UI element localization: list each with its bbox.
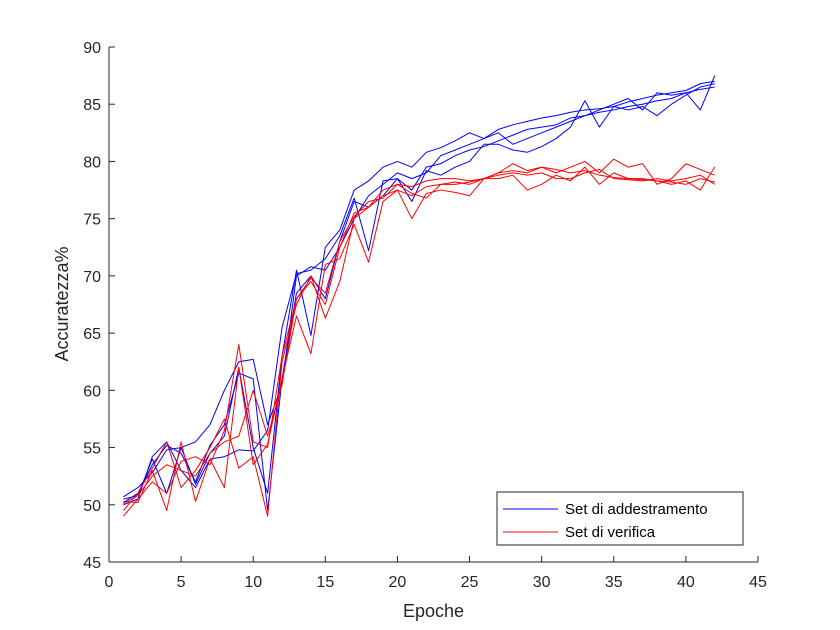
x-tick-label: 45 [749,574,767,591]
x-tick-label: 15 [316,574,334,591]
x-axis-title: Epoche [403,601,464,621]
y-tick-label: 55 [83,441,101,458]
x-tick-label: 25 [461,574,479,591]
legend-label-test: Set di verifica [565,524,656,541]
series-line-6 [123,166,716,511]
x-tick-label: 10 [244,574,262,591]
y-axis-title: Accuratezza% [52,246,72,361]
y-tick-label: 45 [83,555,101,572]
series-line-3 [123,75,716,498]
y-tick-label: 90 [83,40,101,57]
legend-box [496,491,744,546]
x-tick-label: 35 [605,574,623,591]
series-line-2 [123,86,715,511]
y-tick-label: 80 [83,154,101,171]
series-line-4 [123,83,715,506]
x-tick-label: 30 [533,574,551,591]
legend: Set di addestramento Set di verifica [496,491,744,546]
series-line-5 [123,166,715,517]
series-line-1 [123,80,715,500]
x-tick-label: 20 [389,574,407,591]
y-tick-label: 60 [83,383,101,400]
series-line-8 [123,158,715,505]
y-tick-label: 75 [83,212,101,229]
series-line-7 [123,168,715,517]
legend-label-train: Set di addestramento [565,501,708,518]
axes: 0 5 10 15 20 25 30 35 40 45 45 50 55 60 65 70 75 80 85 90 [83,40,767,591]
series-layer [123,75,716,517]
x-tick-label: 5 [177,574,186,591]
y-tick-label: 85 [83,97,101,114]
x-tick-label: 40 [677,574,695,591]
x-tick-label: 0 [105,574,114,591]
y-tick-label: 50 [83,498,101,515]
y-tick-label: 70 [83,269,101,286]
y-tick-label: 65 [83,326,101,343]
